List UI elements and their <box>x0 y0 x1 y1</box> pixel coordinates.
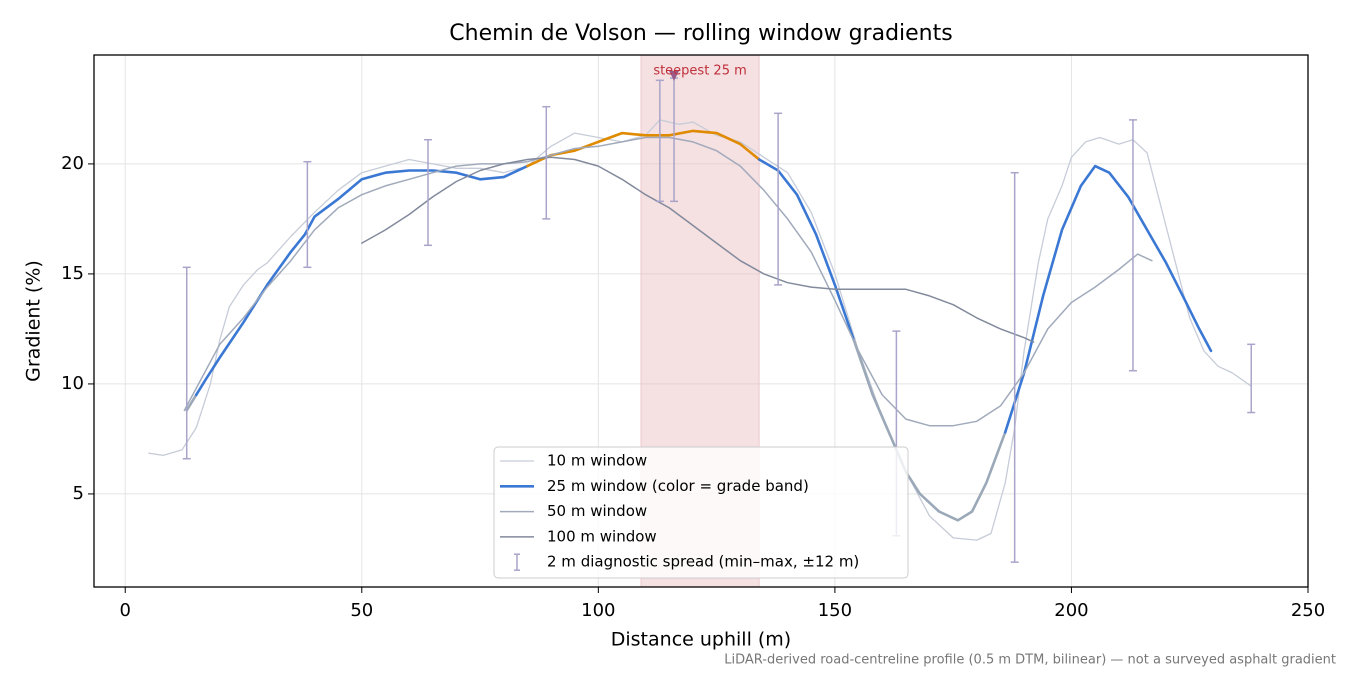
legend-label: 25 m window (color = grade band) <box>547 477 809 495</box>
footnote: LiDAR-derived road-centreline profile (0… <box>724 653 1336 668</box>
series-line <box>361 156 1035 343</box>
y-tick-label: 15 <box>61 263 84 284</box>
x-axis-label: Distance uphill (m) <box>611 629 791 651</box>
x-tick-label: 0 <box>119 600 130 621</box>
series-line <box>852 338 1007 522</box>
series-line <box>183 136 1153 427</box>
x-tick-label: 100 <box>581 600 615 621</box>
legend-label: 10 m window <box>547 452 647 470</box>
error-bar <box>655 79 664 203</box>
y-tick-label: 20 <box>61 153 84 174</box>
x-tick-label: 200 <box>1054 600 1088 621</box>
error-bar <box>303 160 312 269</box>
legend-box <box>493 446 909 579</box>
legend: 10 m window 25 m window (color = grade ba… <box>493 446 909 579</box>
y-tick-label: 5 <box>73 483 84 504</box>
series-line <box>185 393 198 412</box>
error-bar <box>182 266 191 460</box>
plot-area: 0 50 100 150 200 250 5 10 15 20 steepest 25 m 10 m … <box>61 54 1325 621</box>
error-bar <box>774 112 783 286</box>
error-bar <box>1010 171 1019 563</box>
error-bar <box>424 138 433 247</box>
y-tick-label: 10 <box>61 373 84 394</box>
error-bar <box>1247 343 1256 414</box>
legend-label: 2 m diagnostic spread (min–max, ±12 m) <box>547 553 859 571</box>
chart-title: Chemin de Volson — rolling window gradie… <box>449 21 952 46</box>
series-line <box>194 164 529 397</box>
highlight-marker <box>669 70 680 81</box>
series-line <box>526 129 761 168</box>
legend-label: 50 m window <box>547 502 647 520</box>
y-axis-label: Gradient (%) <box>23 260 45 382</box>
series-line <box>148 119 1252 541</box>
x-tick-label: 250 <box>1291 600 1325 621</box>
x-tick-label: 50 <box>350 600 373 621</box>
x-tick-label: 150 <box>818 600 852 621</box>
series-line <box>757 158 856 342</box>
axes-frame <box>93 54 1309 588</box>
legend-label: 100 m window <box>547 527 657 545</box>
error-bar <box>1128 119 1137 372</box>
highlight-label: steepest 25 m <box>653 64 746 79</box>
error-bar <box>542 105 551 220</box>
series-line <box>1003 164 1213 434</box>
